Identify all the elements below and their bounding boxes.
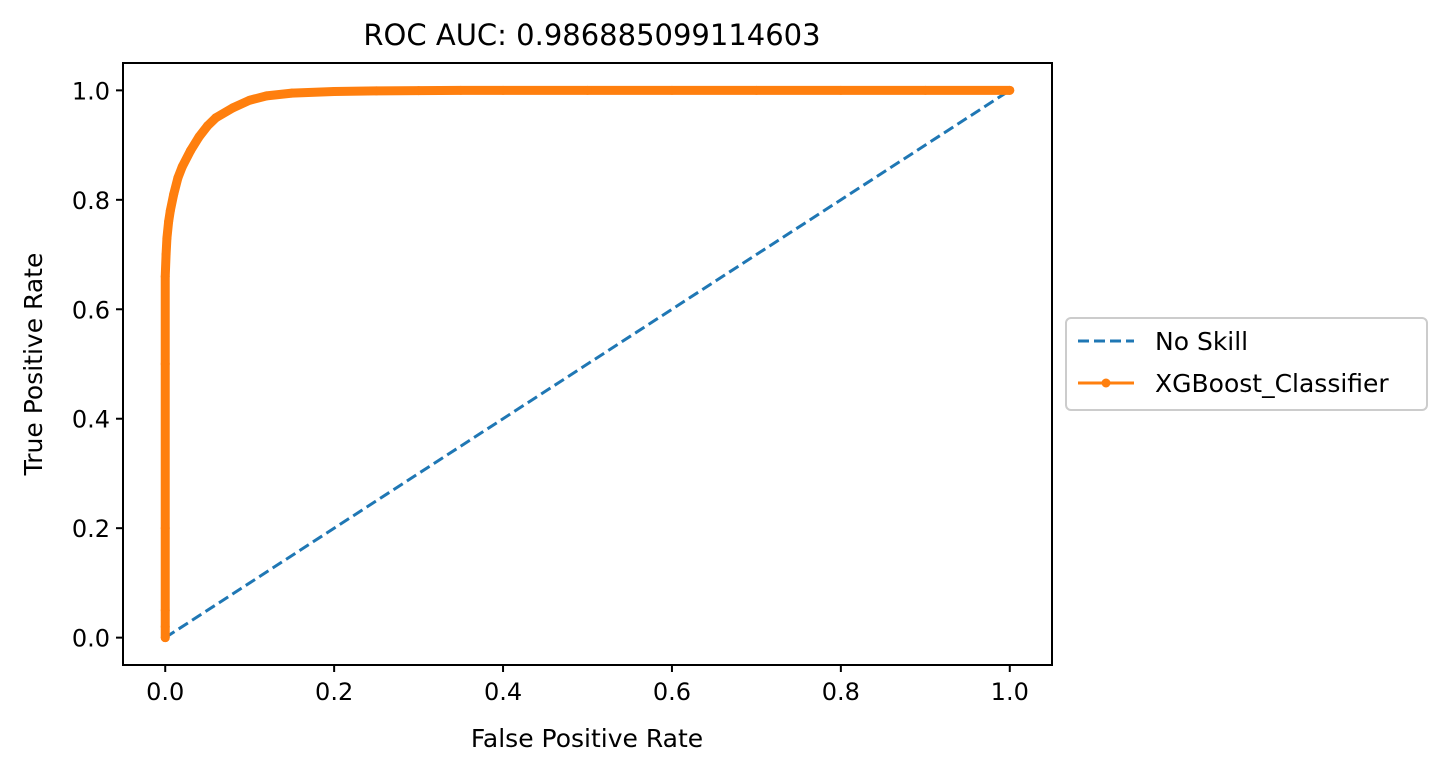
series-point-xgboost-classifier — [836, 85, 846, 95]
series-point-xgboost-classifier — [228, 103, 238, 113]
series-point-xgboost-classifier — [160, 622, 170, 632]
series-point-xgboost-classifier — [1005, 85, 1015, 95]
x-tick-label: 0.2 — [315, 678, 353, 706]
x-tick-label: 0.8 — [822, 678, 860, 706]
series-point-xgboost-classifier — [583, 85, 592, 95]
series-point-xgboost-classifier — [164, 217, 174, 227]
series-point-xgboost-classifier — [194, 132, 204, 142]
chart-title: ROC AUC: 0.986885099114603 — [363, 18, 820, 52]
series-point-xgboost-classifier — [498, 85, 508, 95]
series-point-xgboost-classifier — [161, 250, 171, 260]
series-point-xgboost-classifier — [177, 162, 187, 172]
series-point-xgboost-classifier — [262, 91, 272, 101]
legend-label-no-skill: No Skill — [1155, 327, 1248, 356]
series-point-xgboost-classifier — [667, 85, 677, 95]
x-axis-label: False Positive Rate — [471, 724, 703, 753]
y-tick-label: 1.0 — [72, 77, 110, 105]
series-point-xgboost-classifier — [160, 359, 170, 369]
series-point-xgboost-classifier — [211, 113, 221, 123]
series-point-xgboost-classifier — [160, 633, 170, 643]
y-tick-label: 0.4 — [72, 406, 110, 434]
legend: No Skill XGBoost_Classifier — [1065, 317, 1428, 411]
series-point-xgboost-classifier — [202, 121, 212, 131]
legend-label-xgboost: XGBoost_Classifier — [1155, 369, 1389, 398]
x-tick-label: 0.0 — [146, 678, 184, 706]
series-point-xgboost-classifier — [287, 88, 297, 98]
y-axis-label: True Positive Rate — [19, 253, 48, 477]
x-tick-label: 0.4 — [484, 678, 522, 706]
series-point-xgboost-classifier — [165, 206, 175, 216]
series-point-xgboost-classifier — [186, 146, 196, 156]
series-point-xgboost-classifier — [245, 95, 255, 105]
series-point-xgboost-classifier — [414, 86, 424, 96]
series-point-xgboost-classifier — [456, 85, 466, 95]
legend-marker-xgboost — [1101, 378, 1111, 388]
series-point-xgboost-classifier — [329, 86, 339, 96]
series-point-xgboost-classifier — [169, 189, 179, 199]
legend-frame — [1065, 317, 1428, 411]
plot-area-frame — [122, 62, 1053, 666]
series-line-no-skill — [164, 89, 1011, 639]
series-point-xgboost-classifier — [751, 85, 761, 95]
series-point-xgboost-classifier — [160, 523, 170, 533]
x-tick-label: 1.0 — [991, 678, 1029, 706]
y-tick-label: 0.2 — [72, 515, 110, 543]
series-point-xgboost-classifier — [160, 605, 170, 615]
x-tick-label: 0.6 — [653, 678, 691, 706]
series-point-xgboost-classifier — [160, 271, 170, 281]
series-point-xgboost-classifier — [371, 86, 381, 96]
y-tick-label: 0.6 — [72, 296, 110, 324]
y-tick-label: 0.0 — [72, 625, 110, 653]
y-tick-label: 0.8 — [72, 187, 110, 215]
series-point-xgboost-classifier — [920, 85, 930, 95]
series-point-xgboost-classifier — [173, 173, 183, 183]
series-point-xgboost-classifier — [162, 233, 172, 243]
